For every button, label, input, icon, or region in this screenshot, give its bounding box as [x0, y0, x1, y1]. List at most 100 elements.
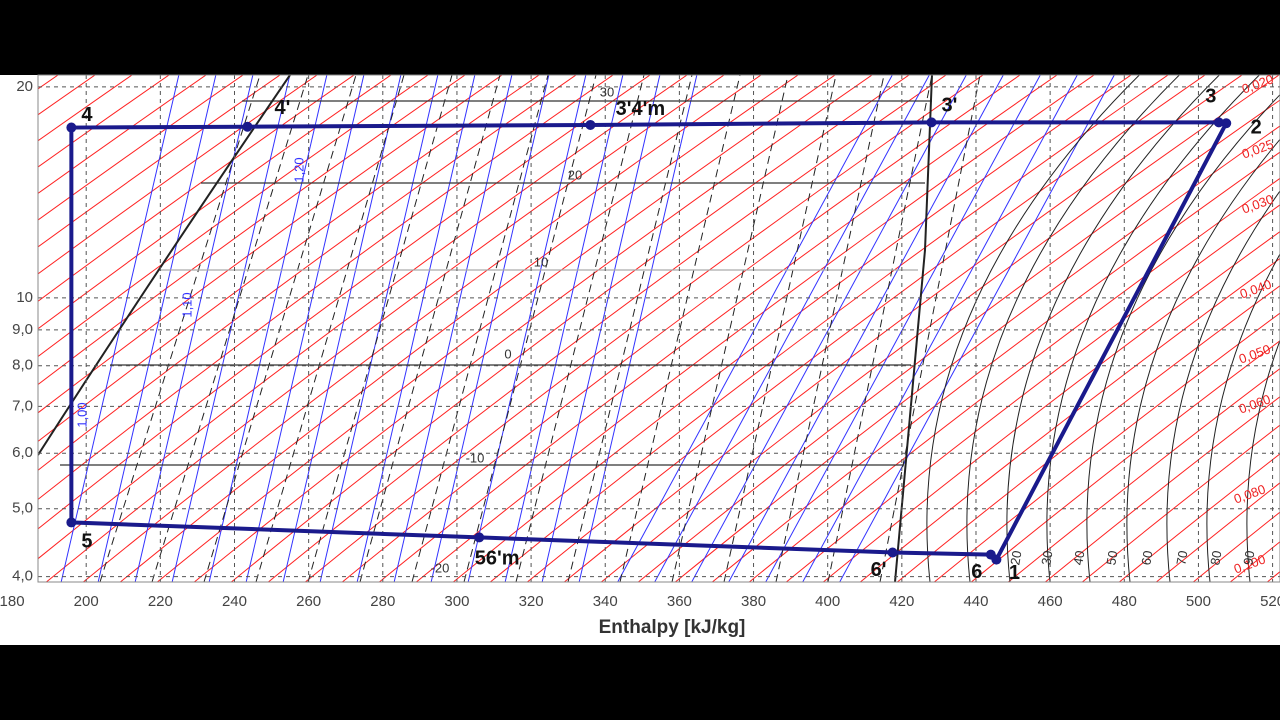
isentrope	[802, 75, 1078, 582]
annotation: 90	[1240, 549, 1257, 566]
quality-line	[307, 75, 453, 582]
quality-line	[203, 75, 357, 582]
isochore	[38, 75, 503, 414]
isochore	[378, 75, 1058, 582]
x-tick-label: 380	[741, 593, 766, 610]
x-axis-label: Enthalpy [kJ/kg]	[599, 617, 746, 638]
isochore	[970, 340, 1280, 582]
isentrope	[393, 75, 513, 582]
annotation: 10	[534, 254, 548, 269]
isochore	[38, 75, 651, 530]
isochore	[526, 75, 1206, 582]
isentrope	[578, 75, 698, 582]
isochore	[1192, 511, 1280, 582]
point-label: 3'4'm	[616, 98, 666, 120]
isentrope	[541, 75, 661, 582]
isentrope	[654, 75, 930, 582]
isochore	[38, 75, 355, 302]
isentrope	[467, 75, 587, 582]
y-tick-label: 7,0	[12, 397, 33, 414]
saturated-liquid	[38, 75, 291, 456]
isochore	[1081, 424, 1280, 582]
cycle-line	[69, 120, 1230, 563]
annotation: -20	[431, 560, 450, 575]
x-tick-label: 520	[1260, 593, 1280, 610]
isochore	[38, 75, 281, 248]
point-label: 4'	[275, 97, 291, 119]
x-tick-label: 240	[222, 593, 247, 610]
annotation: 20	[568, 167, 582, 182]
x-tick-label: 360	[667, 593, 692, 610]
isentrope	[504, 75, 624, 582]
isentrope	[245, 75, 365, 582]
isochore	[38, 75, 614, 501]
isentrope	[282, 75, 402, 582]
cycle-point	[1213, 117, 1224, 128]
cycle-point	[242, 121, 253, 132]
point-label: 1	[1009, 562, 1020, 584]
isentrope	[430, 75, 550, 582]
point-label: 6	[971, 561, 982, 583]
isochore	[38, 75, 392, 330]
x-tick-label: 280	[370, 593, 395, 610]
saturated-vapor	[894, 75, 933, 582]
annotation: 60	[1138, 549, 1155, 566]
isochore	[82, 75, 762, 582]
x-tick-label: 400	[815, 593, 840, 610]
y-tick-label: 20	[16, 78, 33, 95]
isochore	[38, 75, 170, 168]
point-label: 5	[81, 531, 92, 553]
isochore	[38, 75, 207, 195]
isotherm	[1206, 253, 1280, 582]
y-tick-label: 9,0	[12, 321, 33, 338]
isochore	[859, 257, 1280, 582]
isentrope	[839, 75, 1115, 582]
point-label: 56'm	[475, 548, 520, 570]
quality-line	[515, 75, 645, 582]
quality-line	[827, 75, 933, 582]
x-tick-label: 460	[1038, 593, 1063, 610]
isochore	[38, 75, 244, 221]
point-label: 2	[1251, 117, 1262, 139]
isochore	[38, 75, 429, 358]
isochore	[1007, 367, 1280, 582]
x-tick-label: 340	[593, 593, 618, 610]
point-label: 3'	[942, 95, 958, 117]
isentrope	[171, 75, 291, 582]
annotation: 40	[1070, 549, 1087, 566]
isochore	[489, 75, 1169, 582]
x-tick-label: 180	[0, 593, 25, 610]
isentrope	[617, 75, 893, 582]
isentrope	[97, 75, 217, 582]
isentrope	[765, 75, 1041, 582]
isochore	[452, 75, 1132, 582]
quality-line	[723, 75, 837, 582]
x-tick-label: 220	[148, 593, 173, 610]
isochore	[38, 75, 466, 386]
cycle-point	[474, 532, 485, 543]
point-label: 3	[1205, 86, 1216, 108]
grid	[38, 75, 1280, 582]
isentrope	[691, 75, 967, 582]
x-tick-label: 440	[963, 593, 988, 610]
point-label: 6'	[871, 559, 887, 581]
cycle-point	[991, 554, 1002, 565]
annotation: 1,20	[291, 157, 306, 182]
isochore	[193, 75, 873, 582]
isotherm	[1246, 338, 1280, 582]
isochore	[38, 75, 318, 275]
y-tick-label: 10	[16, 289, 33, 306]
isentrope	[356, 75, 476, 582]
isochore	[156, 75, 836, 582]
quality-line	[463, 75, 597, 582]
isochore	[38, 75, 577, 471]
annotation: 20	[1007, 549, 1024, 566]
quality-line	[255, 75, 405, 582]
annotation: 1,10	[179, 292, 194, 317]
cycle-point	[66, 122, 77, 133]
y-tick-label: 4,0	[12, 568, 33, 585]
quality-line	[411, 75, 549, 582]
isochore	[1118, 453, 1280, 582]
